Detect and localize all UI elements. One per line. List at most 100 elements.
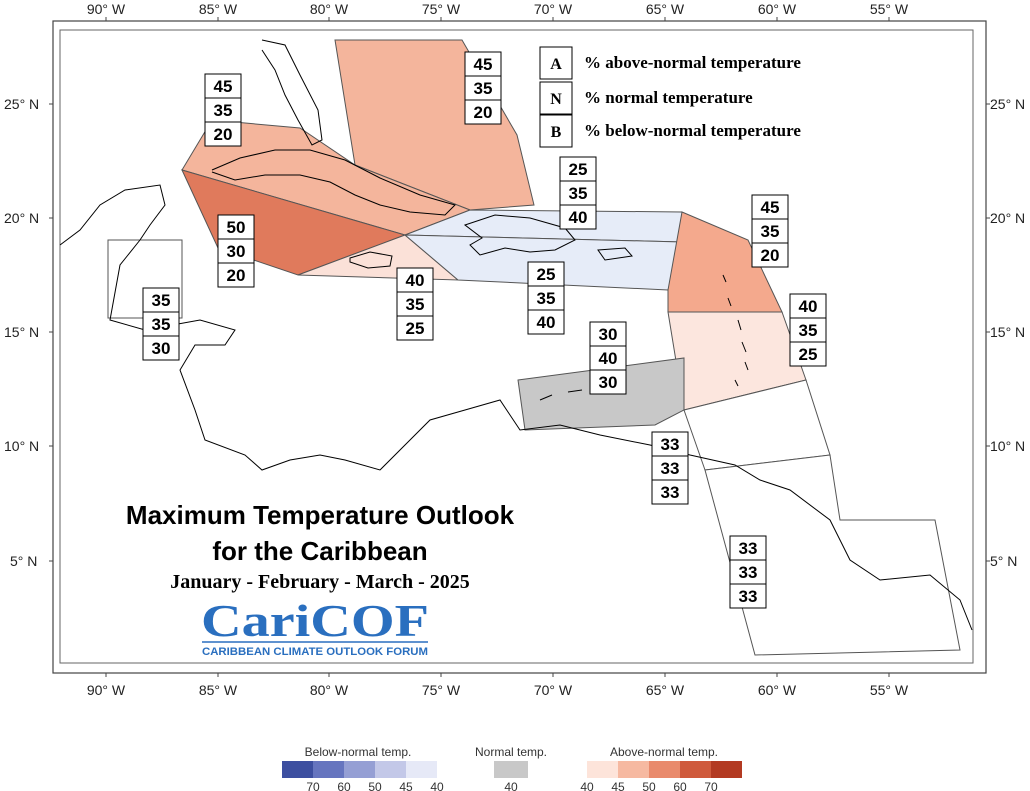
prob-cell bbox=[396, 267, 434, 293]
coastlines bbox=[59, 39, 973, 631]
prob-box: 45 35 20 bbox=[464, 51, 502, 125]
prob-value-a: 50 bbox=[227, 218, 246, 237]
lat-tick-label: 15° N bbox=[4, 324, 39, 340]
prob-cell bbox=[142, 335, 180, 361]
prob-cell bbox=[559, 180, 597, 206]
lat-tick-label: 10° N bbox=[990, 438, 1025, 454]
tick-marks bbox=[49, 17, 990, 677]
probability-boxes: 45 35 20 45 35 20 50 30 20 40 35 25 25 35 40 25 35 40 45 35… bbox=[142, 51, 827, 609]
prob-value-a: 25 bbox=[569, 160, 588, 179]
lat-axis-left: 25° N 20° N 15° N 10° N 5° N bbox=[4, 96, 39, 569]
prob-value-b: 30 bbox=[152, 339, 171, 358]
colorbar-swatch bbox=[711, 761, 742, 778]
map-title-line1: Maximum Temperature Outlook bbox=[126, 500, 515, 530]
lon-tick-label: 65° W bbox=[646, 682, 685, 698]
coastline-puerto-rico bbox=[597, 247, 633, 261]
colorbar-tick: 45 bbox=[399, 780, 413, 791]
prob-box: 33 33 33 bbox=[729, 535, 767, 609]
prob-cell bbox=[396, 315, 434, 341]
prob-value-b: 20 bbox=[761, 246, 780, 265]
prob-cell bbox=[751, 242, 789, 268]
prob-value-n: 30 bbox=[227, 242, 246, 261]
prob-value-a: 45 bbox=[761, 198, 780, 217]
colorbar-normal-label: Normal temp. bbox=[475, 745, 547, 759]
prob-cell bbox=[789, 293, 827, 319]
lon-tick-label: 85° W bbox=[199, 682, 238, 698]
key-box-a bbox=[539, 46, 573, 80]
prob-value-n: 35 bbox=[799, 321, 818, 340]
lon-tick-label: 60° W bbox=[758, 1, 797, 17]
prob-cell bbox=[729, 535, 767, 561]
lon-tick-label: 80° W bbox=[310, 1, 349, 17]
prob-value-b: 33 bbox=[661, 483, 680, 502]
colorbar-swatch bbox=[587, 761, 618, 778]
prob-box: 40 35 25 bbox=[789, 293, 827, 367]
prob-cell bbox=[789, 317, 827, 343]
map-inner-frame bbox=[59, 29, 974, 664]
lon-tick-label: 90° W bbox=[87, 682, 126, 698]
logo-wordmark: CariCOF bbox=[201, 595, 429, 646]
lon-tick-label: 75° W bbox=[422, 682, 461, 698]
prob-box: 25 35 40 bbox=[527, 261, 565, 335]
prob-cell bbox=[217, 262, 255, 288]
colorbar: Below-normal temp. Normal temp. Above-no… bbox=[282, 745, 742, 791]
colorbar-swatch bbox=[282, 761, 313, 778]
prob-cell bbox=[751, 218, 789, 244]
coastline-hispaniola bbox=[463, 214, 576, 256]
prob-cell bbox=[527, 309, 565, 335]
logo-subtext: CARIBBEAN CLIMATE OUTLOOK FORUM bbox=[202, 646, 428, 658]
prob-value-b: 40 bbox=[569, 208, 588, 227]
lon-tick-label: 65° W bbox=[646, 1, 685, 17]
prob-value-b: 30 bbox=[599, 373, 618, 392]
prob-value-n: 35 bbox=[474, 79, 493, 98]
colorbar-tick: 60 bbox=[337, 780, 351, 791]
lon-tick-label: 75° W bbox=[422, 1, 461, 17]
coastline-jamaica bbox=[349, 251, 393, 269]
lat-tick-label: 20° N bbox=[990, 210, 1025, 226]
probability-key: A N B % above-normal temperature % norma… bbox=[539, 46, 801, 148]
prob-box: 45 35 20 bbox=[204, 73, 242, 147]
prob-value-b: 40 bbox=[537, 313, 556, 332]
prob-cell bbox=[729, 559, 767, 585]
prob-value-a: 33 bbox=[661, 435, 680, 454]
prob-cell bbox=[589, 345, 627, 371]
colorbar-normal-swatch: 40 bbox=[494, 761, 528, 791]
prob-cell bbox=[464, 99, 502, 125]
prob-value-a: 40 bbox=[799, 297, 818, 316]
prob-cell bbox=[142, 311, 180, 337]
lon-tick-label: 90° W bbox=[87, 1, 126, 17]
prob-cell bbox=[751, 194, 789, 220]
prob-value-b: 20 bbox=[474, 103, 493, 122]
coastline-central-america bbox=[59, 184, 973, 631]
prob-value-a: 30 bbox=[599, 325, 618, 344]
lat-tick-label: 5° N bbox=[990, 553, 1017, 569]
colorbar-tick: 60 bbox=[673, 780, 687, 791]
key-text: % below-normal temperature bbox=[584, 121, 801, 140]
prob-value-b: 20 bbox=[227, 266, 246, 285]
map-outer-frame bbox=[52, 20, 987, 674]
prob-value-a: 33 bbox=[739, 539, 758, 558]
lon-tick-label: 55° W bbox=[870, 682, 909, 698]
lon-tick-label: 60° W bbox=[758, 682, 797, 698]
lat-tick-label: 25° N bbox=[4, 96, 39, 112]
lon-tick-label: 85° W bbox=[199, 1, 238, 17]
region-guianas bbox=[704, 454, 961, 656]
prob-value-n: 35 bbox=[406, 295, 425, 314]
prob-box: 35 35 30 bbox=[142, 287, 180, 361]
prob-value-n: 35 bbox=[761, 222, 780, 241]
prob-value-n: 35 bbox=[214, 101, 233, 120]
colorbar-tick: 50 bbox=[368, 780, 382, 791]
lat-axis-right: 25° N 20° N 15° N 10° N 5° N bbox=[990, 96, 1025, 569]
prob-cell bbox=[527, 285, 565, 311]
colorbar-swatch bbox=[618, 761, 649, 778]
key-box-b bbox=[539, 114, 573, 148]
map-subtitle: January - February - March - 2025 bbox=[170, 571, 470, 593]
lon-tick-label: 55° W bbox=[870, 1, 909, 17]
prob-value-n: 33 bbox=[739, 563, 758, 582]
colorbar-swatch bbox=[649, 761, 680, 778]
prob-cell bbox=[217, 214, 255, 240]
key-letter: A bbox=[550, 56, 562, 73]
lon-axis-bottom: 90° W 85° W 80° W 75° W 70° W 65° W 60° … bbox=[87, 682, 909, 698]
lat-tick-label: 5° N bbox=[10, 553, 37, 569]
